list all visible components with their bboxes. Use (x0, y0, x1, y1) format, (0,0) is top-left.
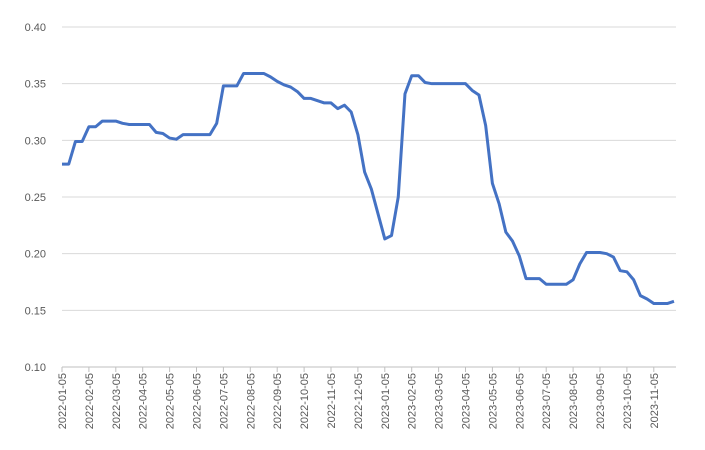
x-tick-label: 2022-06-05 (192, 373, 204, 429)
x-tick-label: 2022-07-05 (218, 373, 230, 429)
y-tick-label: 0.20 (25, 249, 46, 261)
y-tick-label: 0.40 (25, 22, 46, 34)
x-tick-label: 2023-03-05 (434, 373, 446, 429)
y-tick-label: 0.30 (25, 135, 46, 147)
x-tick-label: 2022-12-05 (353, 373, 365, 429)
x-tick-label: 2023-06-05 (514, 373, 526, 429)
x-tick-label: 2022-02-05 (84, 373, 96, 429)
x-tick-label: 2023-08-05 (568, 373, 580, 429)
x-tick-label: 2022-04-05 (138, 373, 150, 429)
x-tick-label: 2023-04-05 (461, 373, 473, 429)
y-tick-label: 0.25 (25, 192, 46, 204)
x-tick-label: 2022-08-05 (245, 373, 257, 429)
x-tick-label: 2022-03-05 (111, 373, 123, 429)
x-tick-label: 2022-01-05 (57, 373, 69, 429)
x-tick-label: 2022-05-05 (165, 373, 177, 429)
x-tick-label: 2022-09-05 (272, 373, 284, 429)
x-tick-label: 2023-09-05 (595, 373, 607, 429)
x-tick-label: 2023-01-05 (380, 373, 392, 429)
y-tick-label: 0.10 (25, 362, 46, 374)
y-tick-label: 0.15 (25, 305, 46, 317)
x-tick-label: 2023-07-05 (541, 373, 553, 429)
x-tick-label: 2023-02-05 (407, 373, 419, 429)
x-tick-label: 2022-10-05 (299, 373, 311, 429)
x-tick-label: 2022-11-05 (326, 373, 338, 428)
y-tick-label: 0.35 (25, 79, 46, 91)
x-tick-label: 2023-05-05 (487, 373, 499, 429)
line-series (62, 71, 675, 306)
x-tick-label: 2023-10-05 (622, 373, 634, 429)
x-tick-label: 2023-11-05 (649, 373, 661, 428)
